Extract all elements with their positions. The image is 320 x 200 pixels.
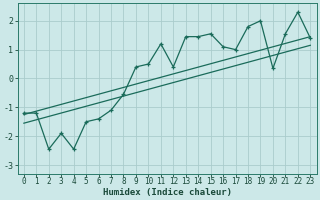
X-axis label: Humidex (Indice chaleur): Humidex (Indice chaleur) (103, 188, 232, 197)
